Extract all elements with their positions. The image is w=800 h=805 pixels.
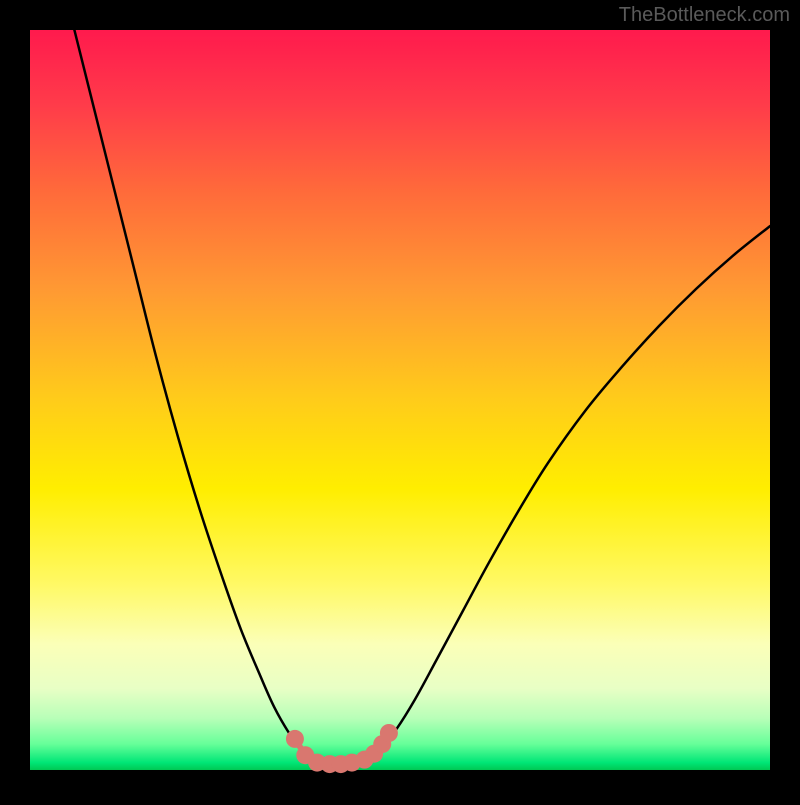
plot-background <box>30 30 770 770</box>
bottleneck-chart <box>0 0 800 800</box>
marker-dot <box>380 724 398 742</box>
marker-dot <box>286 730 304 748</box>
chart-svg <box>0 0 800 800</box>
watermark-text: TheBottleneck.com <box>619 4 790 27</box>
